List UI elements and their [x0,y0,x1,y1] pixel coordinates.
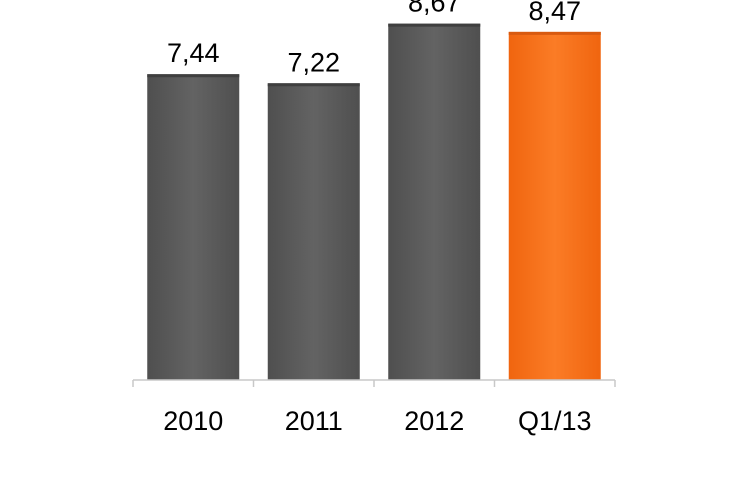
x-tick-label: 2012 [404,406,464,436]
data-label: 8,67 [408,0,461,18]
bar-top-edge [267,83,360,87]
bar-2012 [388,23,481,381]
labels-group: 7,44 2010 7,22 2011 8,67 2012 8,47 Q1/13 [163,0,591,436]
bar-top-edge [388,23,481,27]
bar-top-edge [508,31,601,35]
bar-2011 [267,83,360,381]
x-tick-label: 2011 [285,406,343,436]
bar-top-edge [147,74,240,78]
bar-2010 [147,74,240,380]
x-axis [132,379,616,387]
data-label: 8,47 [528,0,581,26]
bars-group [147,23,601,381]
x-tick-label: Q1/13 [518,406,592,436]
data-label: 7,44 [167,38,220,68]
x-tick-label: 2010 [163,406,223,436]
bar-Q1-13 [508,31,601,381]
data-label: 7,22 [287,47,340,77]
